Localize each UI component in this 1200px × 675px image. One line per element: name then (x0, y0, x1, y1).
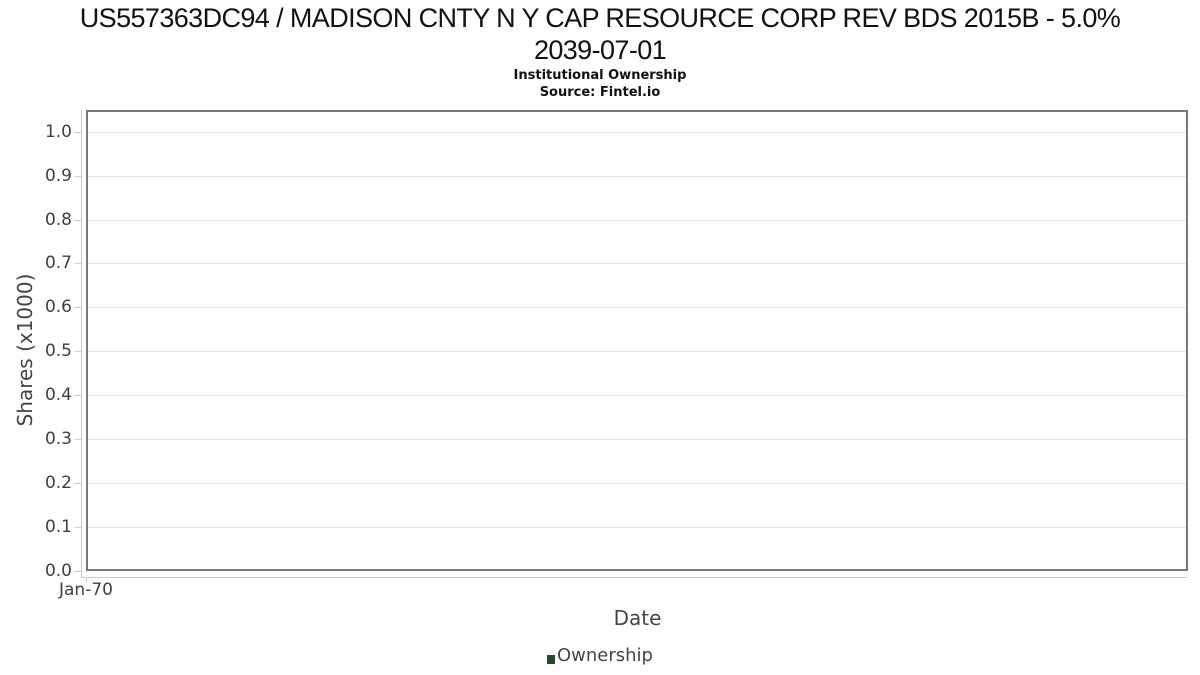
legend-label: Ownership (557, 645, 653, 666)
y-tick-label: 0.4 (44, 385, 72, 405)
y-tick-mark (75, 439, 81, 440)
y-tick-mark (75, 571, 81, 572)
y-tick-mark (75, 220, 81, 221)
y-tick-label: 0.1 (44, 517, 72, 537)
y-tick-label: 0.3 (44, 429, 72, 449)
x-axis-line (81, 577, 1188, 578)
x-tick-label: Jan-70 (59, 580, 113, 600)
y-tick-mark (75, 132, 81, 133)
y-tick-mark (75, 307, 81, 308)
plot-area (86, 110, 1188, 571)
y-tick-label: 0.5 (44, 341, 72, 361)
gridline-0.2 (88, 483, 1186, 484)
y-tick-label: 0.7 (44, 253, 72, 273)
chart-subtitle: Institutional Ownership (513, 68, 687, 83)
x-axis-title: Date (613, 606, 662, 630)
legend-swatch-icon (547, 655, 555, 664)
y-tick-mark (75, 176, 81, 177)
gridline-0.1 (88, 527, 1186, 528)
y-tick-label: 0.6 (44, 297, 72, 317)
y-tick-mark (75, 395, 81, 396)
y-tick-label: 1.0 (44, 122, 72, 142)
y-axis-title: Shares (x1000) (13, 273, 37, 427)
gridline-0.6 (88, 307, 1186, 308)
chart-title-line-1: US557363DC94 / MADISON CNTY N Y CAP RESO… (79, 3, 1121, 33)
y-tick-label: 0.8 (44, 210, 72, 230)
chart-source: Source: Fintel.io (539, 85, 661, 100)
y-tick-mark (75, 527, 81, 528)
y-tick-mark (75, 483, 81, 484)
legend-item-ownership[interactable]: Ownership (547, 645, 653, 666)
x-tick-mark (86, 577, 87, 583)
y-tick-label: 0.2 (44, 473, 72, 493)
y-tick-mark (75, 263, 81, 264)
gridline-1.0 (88, 132, 1186, 133)
gridline-0.9 (88, 176, 1186, 177)
y-tick-label: 0.9 (44, 166, 72, 186)
gridline-0.3 (88, 439, 1186, 440)
y-axis-line (81, 110, 82, 577)
legend: Ownership (0, 645, 1200, 666)
gridline-0.4 (88, 395, 1186, 396)
gridline-0.7 (88, 263, 1186, 264)
chart-title-line-2: 2039-07-01 (533, 35, 667, 65)
y-tick-label: 0.0 (44, 561, 72, 581)
gridline-0.8 (88, 220, 1186, 221)
y-tick-mark (75, 351, 81, 352)
gridline-0.5 (88, 351, 1186, 352)
